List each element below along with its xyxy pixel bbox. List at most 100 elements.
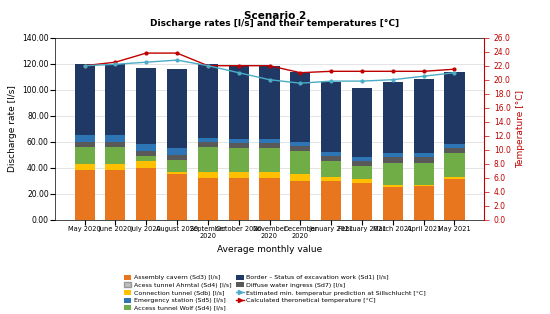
Bar bbox=[167, 172, 187, 174]
Bar bbox=[106, 135, 125, 142]
Bar bbox=[321, 82, 341, 152]
Bar bbox=[352, 183, 372, 220]
Bar bbox=[383, 185, 403, 187]
Bar bbox=[414, 79, 433, 154]
Bar bbox=[167, 160, 187, 172]
Bar bbox=[414, 186, 433, 220]
Bar bbox=[136, 144, 156, 151]
Estimated min. temperatur prediction at Sillschlucht [°C] bbox=[235, 71, 242, 75]
Bar bbox=[290, 146, 310, 151]
Text: Scenario 2: Scenario 2 bbox=[244, 11, 306, 21]
Bar bbox=[229, 148, 249, 172]
Bar bbox=[290, 142, 310, 146]
Estimated min. temperatur prediction at Sillschlucht [°C] bbox=[205, 64, 211, 68]
Bar bbox=[383, 157, 403, 163]
Estimated min. temperatur prediction at Sillschlucht [°C] bbox=[174, 58, 180, 62]
Bar bbox=[290, 181, 310, 220]
Bar bbox=[136, 156, 156, 161]
Bar bbox=[167, 155, 187, 160]
Bar bbox=[352, 180, 372, 183]
Bar bbox=[383, 82, 403, 154]
Legend: Assembly cavern (Sd3) [l/s], Acess tunnel Ahrntal (Sd4) [l/s], Connection tunnel: Assembly cavern (Sd3) [l/s], Acess tunne… bbox=[124, 275, 426, 311]
Bar bbox=[198, 172, 218, 178]
Bar bbox=[260, 172, 279, 178]
Calculated theronetical temperature [°C] bbox=[451, 67, 458, 71]
Bar bbox=[321, 161, 341, 177]
Bar bbox=[352, 157, 372, 161]
Calculated theronetical temperature [°C] bbox=[143, 51, 150, 55]
Bar bbox=[106, 171, 125, 220]
Bar bbox=[106, 142, 125, 147]
Bar bbox=[106, 64, 125, 135]
Bar bbox=[74, 135, 95, 142]
Bar bbox=[229, 143, 249, 148]
Calculated theronetical temperature [°C] bbox=[174, 51, 180, 55]
Bar bbox=[290, 174, 310, 181]
Estimated min. temperatur prediction at Sillschlucht [°C] bbox=[81, 64, 88, 68]
Bar bbox=[106, 164, 125, 171]
Calculated theronetical temperature [°C] bbox=[81, 64, 88, 68]
Bar bbox=[352, 166, 372, 180]
Calculated theronetical temperature [°C] bbox=[389, 69, 396, 73]
Bar bbox=[198, 64, 218, 138]
Bar bbox=[136, 151, 156, 156]
Bar bbox=[74, 142, 95, 147]
Y-axis label: Temperature [°C]: Temperature [°C] bbox=[516, 90, 525, 168]
Bar bbox=[260, 139, 279, 143]
Bar bbox=[198, 138, 218, 142]
Bar bbox=[414, 163, 433, 185]
Bar bbox=[260, 178, 279, 220]
Bar bbox=[352, 89, 372, 157]
Line: Estimated min. temperatur prediction at Sillschlucht [°C]: Estimated min. temperatur prediction at … bbox=[83, 59, 456, 84]
Calculated theronetical temperature [°C] bbox=[420, 69, 427, 73]
X-axis label: Average monthly value: Average monthly value bbox=[217, 245, 322, 254]
Bar bbox=[74, 164, 95, 171]
Calculated theronetical temperature [°C] bbox=[266, 64, 273, 68]
Calculated theronetical temperature [°C] bbox=[205, 64, 211, 68]
Bar bbox=[414, 157, 433, 163]
Bar bbox=[198, 142, 218, 147]
Bar bbox=[444, 148, 465, 154]
Bar bbox=[74, 147, 95, 164]
Bar bbox=[383, 163, 403, 185]
Bar bbox=[414, 154, 433, 157]
Bar bbox=[167, 174, 187, 220]
Bar bbox=[74, 171, 95, 220]
Bar bbox=[198, 178, 218, 220]
Bar bbox=[229, 139, 249, 143]
Estimated min. temperatur prediction at Sillschlucht [°C] bbox=[266, 78, 273, 82]
Bar bbox=[290, 151, 310, 174]
Bar bbox=[321, 156, 341, 161]
Bar bbox=[444, 154, 465, 177]
Estimated min. temperatur prediction at Sillschlucht [°C] bbox=[328, 79, 334, 83]
Bar bbox=[260, 148, 279, 172]
Estimated min. temperatur prediction at Sillschlucht [°C] bbox=[420, 74, 427, 78]
Text: Discharge rates [l/s] and their temperatures [°C]: Discharge rates [l/s] and their temperat… bbox=[151, 19, 399, 28]
Estimated min. temperatur prediction at Sillschlucht [°C] bbox=[297, 81, 304, 85]
Bar bbox=[444, 144, 465, 148]
Bar bbox=[383, 187, 403, 220]
Bar bbox=[136, 161, 156, 168]
Bar bbox=[136, 68, 156, 144]
Bar bbox=[229, 172, 249, 178]
Bar bbox=[444, 72, 465, 144]
Bar bbox=[136, 168, 156, 220]
Bar bbox=[167, 69, 187, 148]
Calculated theronetical temperature [°C] bbox=[297, 71, 304, 75]
Bar bbox=[321, 152, 341, 156]
Bar bbox=[198, 147, 218, 172]
Bar bbox=[321, 177, 341, 181]
Bar bbox=[229, 66, 249, 139]
Bar bbox=[321, 181, 341, 220]
Calculated theronetical temperature [°C] bbox=[359, 69, 365, 73]
Bar bbox=[444, 180, 465, 220]
Bar bbox=[352, 161, 372, 166]
Line: Calculated theronetical temperature [°C]: Calculated theronetical temperature [°C] bbox=[83, 52, 456, 74]
Bar bbox=[414, 185, 433, 186]
Bar bbox=[260, 66, 279, 139]
Estimated min. temperatur prediction at Sillschlucht [°C] bbox=[359, 79, 365, 83]
Bar bbox=[383, 154, 403, 157]
Estimated min. temperatur prediction at Sillschlucht [°C] bbox=[389, 78, 396, 82]
Calculated theronetical temperature [°C] bbox=[112, 60, 119, 64]
Y-axis label: Discharge rate [l/s]: Discharge rate [l/s] bbox=[8, 85, 16, 172]
